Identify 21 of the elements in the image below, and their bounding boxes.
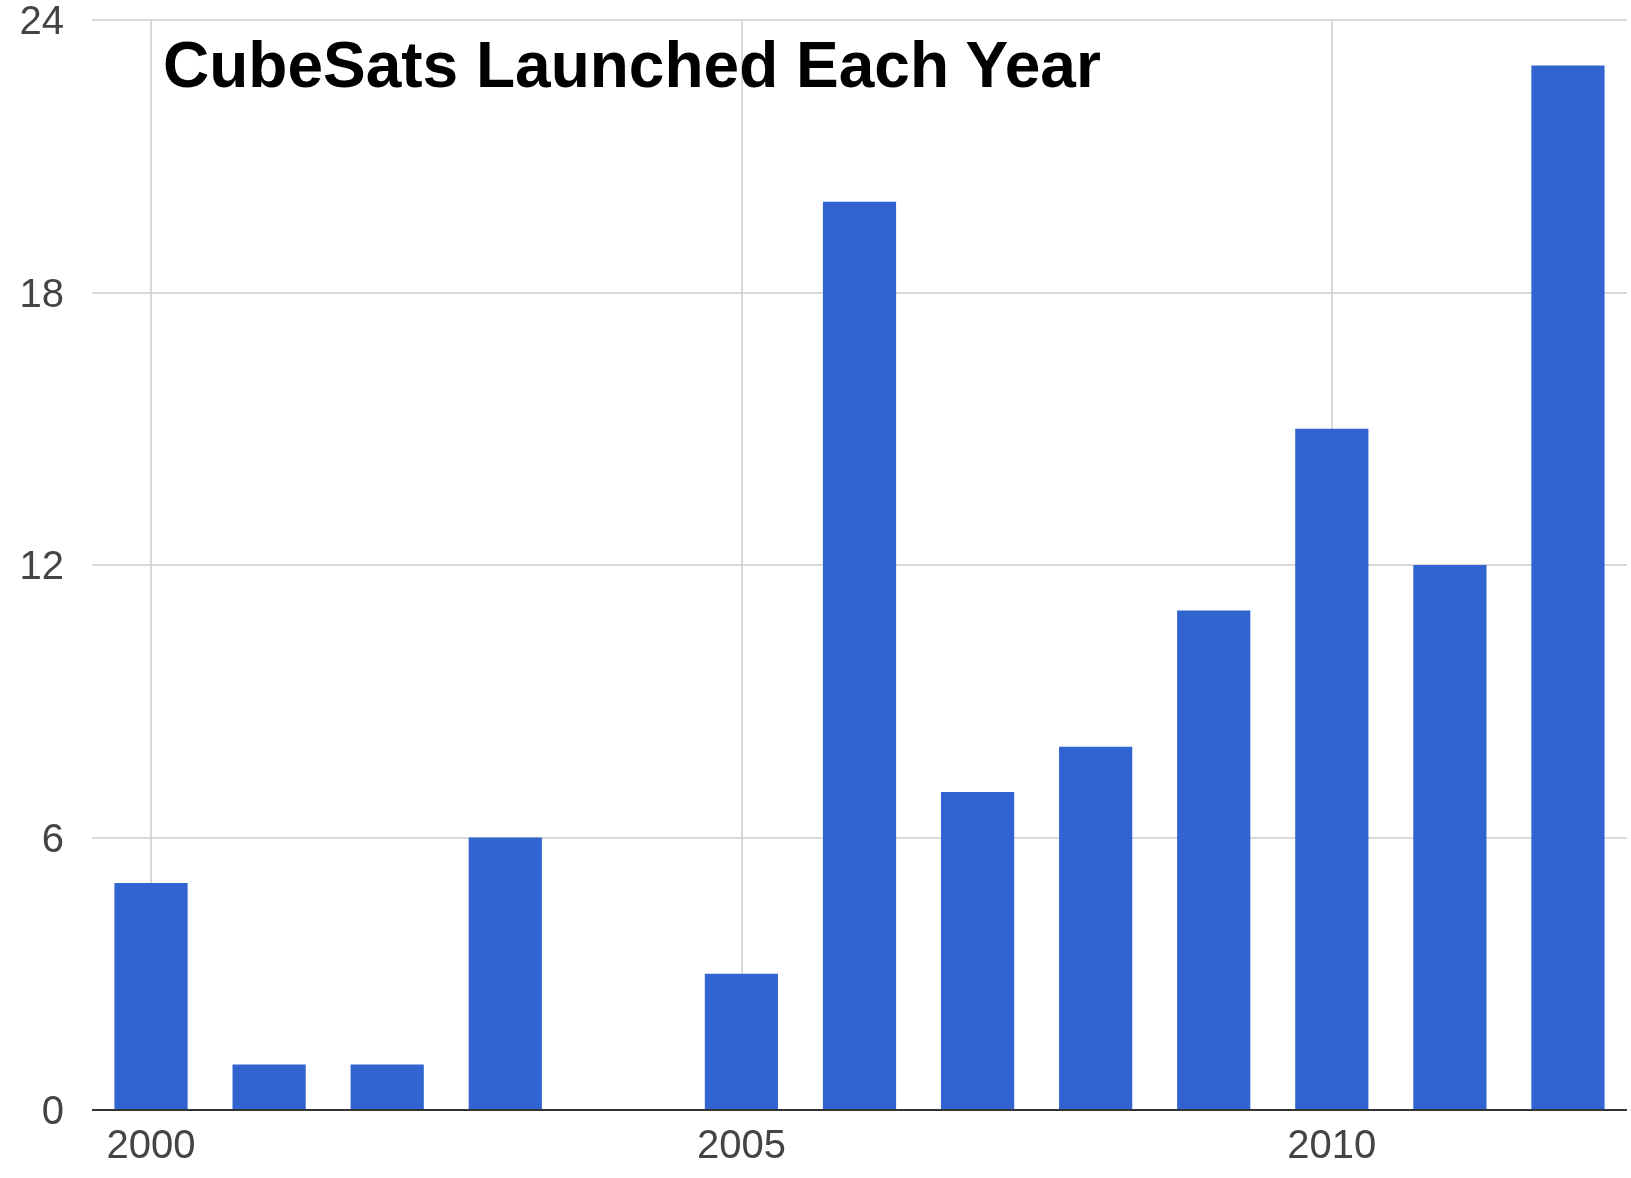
bar — [232, 1064, 306, 1110]
bar — [1413, 565, 1487, 1110]
bar — [1177, 610, 1251, 1110]
bar — [940, 792, 1015, 1110]
bar — [1295, 428, 1369, 1110]
bar — [704, 973, 779, 1110]
bar — [350, 1064, 424, 1110]
chart-title: CubeSats Launched Each Year — [163, 29, 1101, 101]
y-tick-label: 24 — [19, 0, 64, 42]
bar — [114, 882, 188, 1110]
bar — [1059, 746, 1133, 1110]
bar — [822, 201, 897, 1110]
x-tick-label: 2005 — [696, 1122, 786, 1166]
bar — [468, 837, 542, 1110]
bar — [1531, 65, 1605, 1110]
y-tick-label: 0 — [41, 1088, 64, 1132]
y-tick-label: 12 — [19, 543, 64, 587]
x-tick-label: 2000 — [106, 1122, 196, 1166]
x-tick-label: 2010 — [1287, 1122, 1377, 1166]
y-tick-label: 6 — [41, 815, 64, 860]
y-tick-label: 18 — [19, 270, 64, 315]
